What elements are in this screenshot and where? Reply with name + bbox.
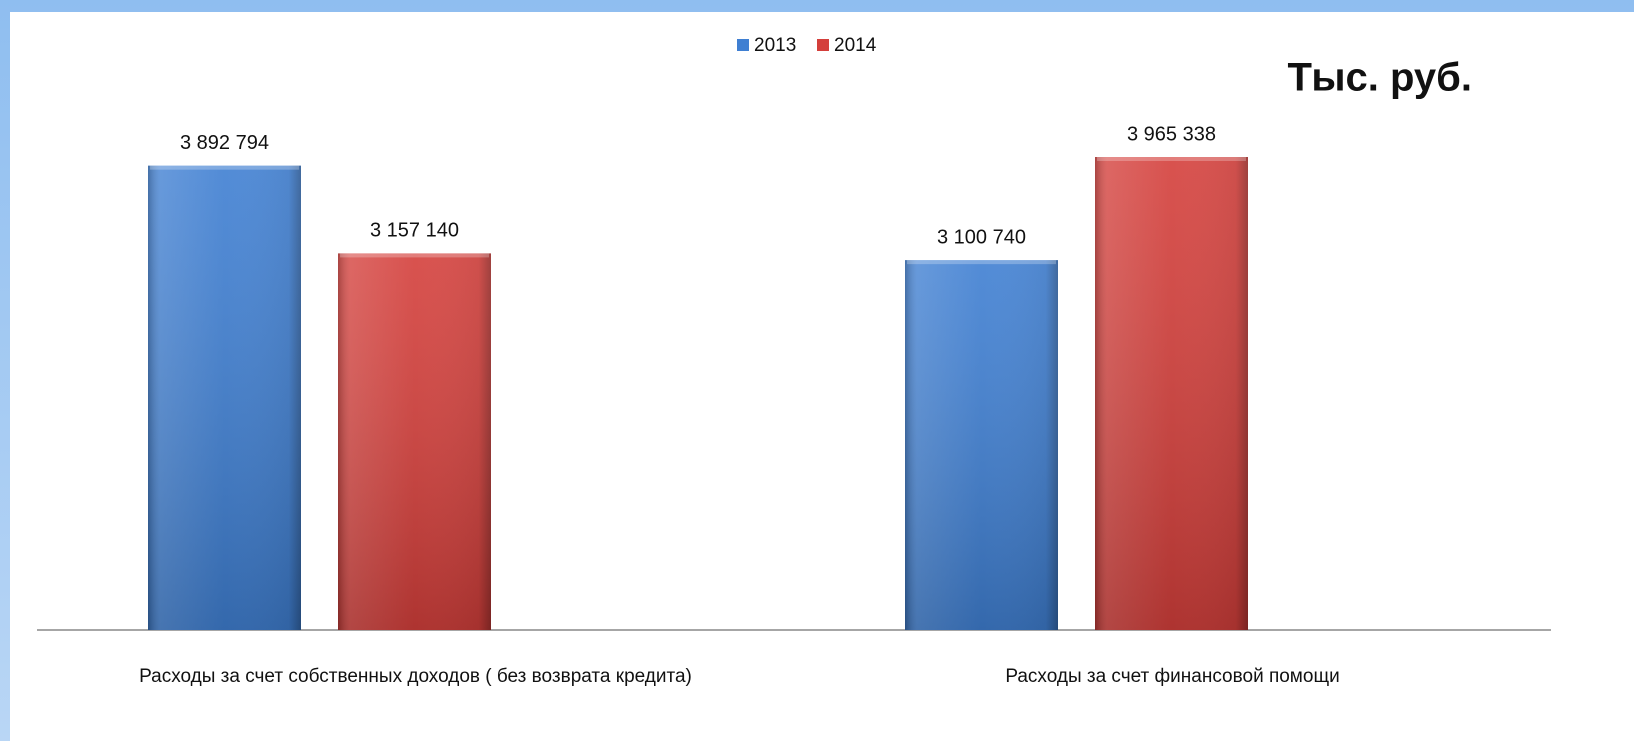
bar-shade — [1095, 157, 1248, 630]
legend-swatch — [817, 39, 829, 51]
legend-label: 2014 — [834, 35, 877, 56]
x-tick-label: Расходы за счет финансовой помощи — [1005, 666, 1339, 687]
bar-shade — [338, 253, 491, 630]
x-tick-label: Расходы за счет собственных доходов ( бе… — [139, 666, 692, 687]
annotation: Тыс. руб. — [1287, 56, 1472, 100]
data-label: 3 100 740 — [937, 226, 1026, 248]
bar-top — [1097, 157, 1246, 161]
legend-label: 2013 — [754, 35, 796, 56]
data-label: 3 892 794 — [180, 132, 269, 154]
data-label: 3 157 140 — [370, 220, 459, 242]
bar-shade — [148, 165, 301, 630]
legend-swatch — [737, 39, 749, 51]
bar-top — [907, 260, 1056, 265]
bar-top — [340, 253, 489, 258]
bar-shade — [905, 260, 1058, 630]
bar-top — [150, 165, 299, 170]
data-label: 3 965 338 — [1127, 123, 1216, 145]
